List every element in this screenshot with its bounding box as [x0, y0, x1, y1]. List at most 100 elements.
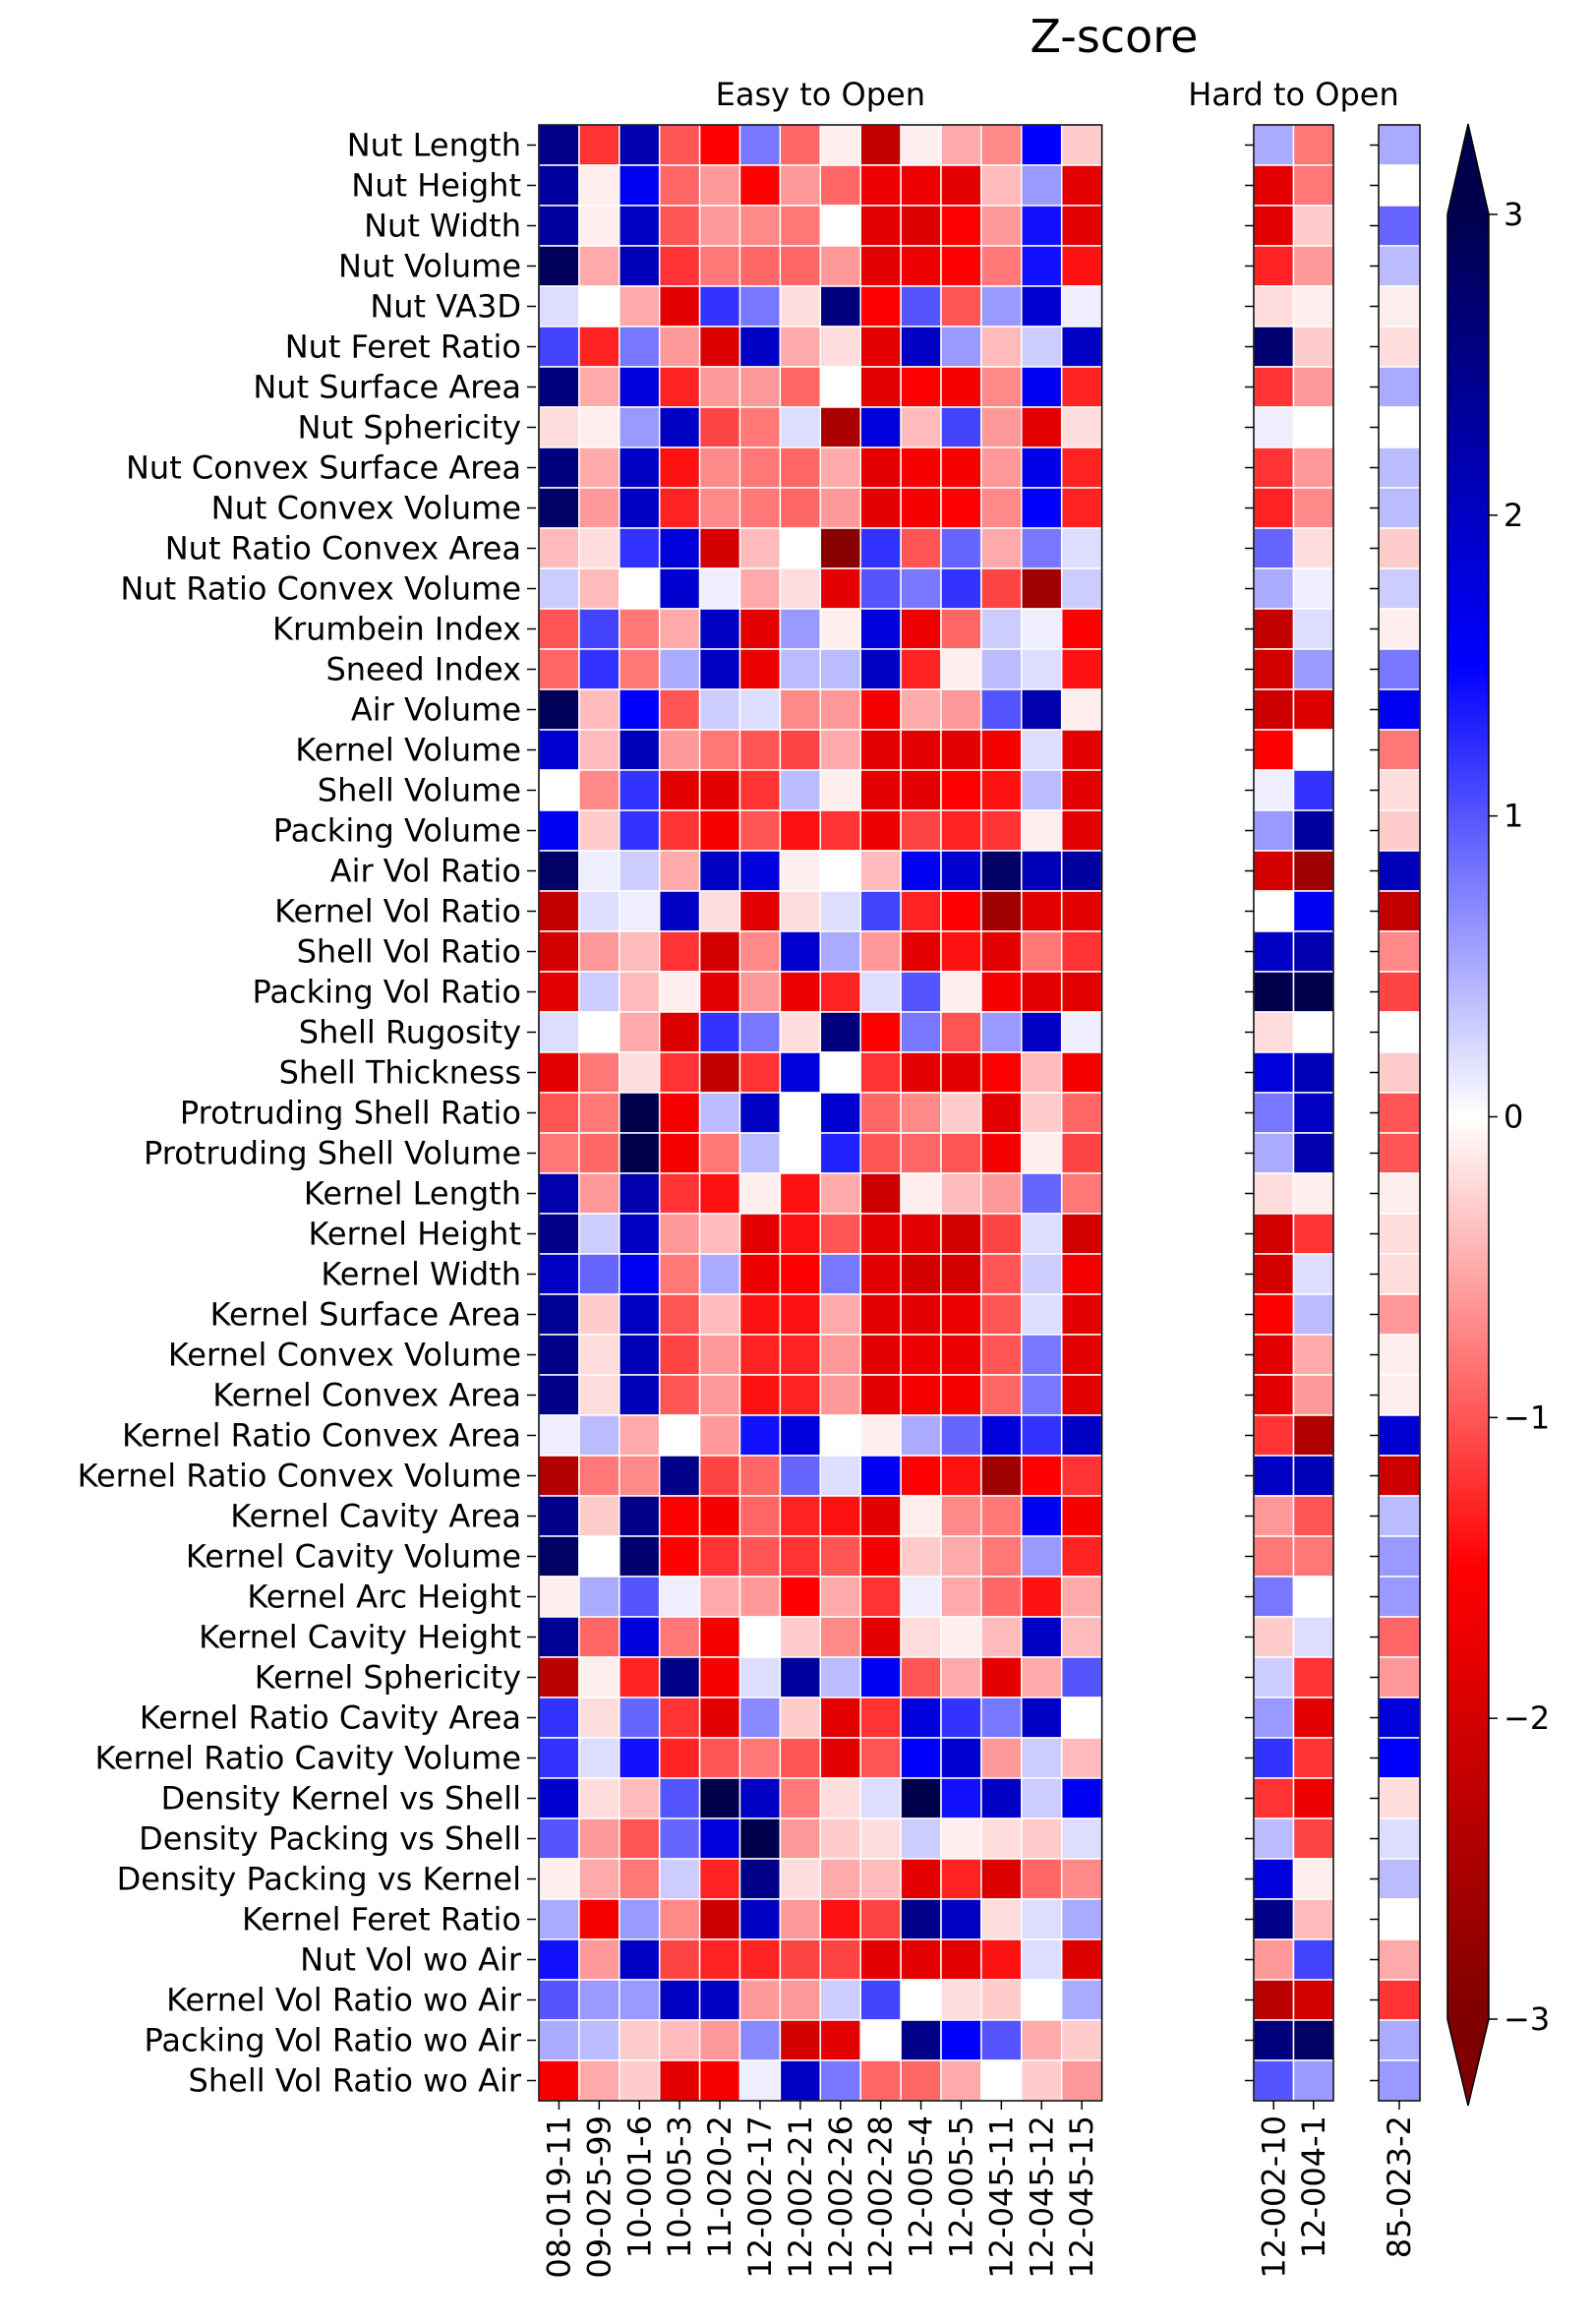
heatmap-cell: Kernel Feret Ratio / 12-045-15: 0.5 — [1060, 1898, 1103, 1940]
heatmap-cell: Density Kernel vs Shell / 12-045-12: 0.3 — [1021, 1777, 1063, 1819]
heatmap-cell: Sneed Index / 12-005-4: -1.3 — [900, 648, 942, 690]
heatmap-cell: Kernel Arc Height / 10-001-6: 1 — [619, 1576, 661, 1618]
heatmap-cell: Kernel Feret Ratio / 12-002-17: 2 — [738, 1898, 782, 1940]
heatmap-cell: Kernel Vol Ratio / 12-002-10: 0 — [1253, 890, 1295, 932]
heatmap-cell: Kernel Ratio Cavity Area / 08-019-11: 1.… — [538, 1697, 580, 1739]
heatmap-cell: Kernel Cavity Area / 08-019-11: 2.5 — [538, 1495, 580, 1537]
heatmap-cell: Nut Convex Surface Area / 12-002-10: -1.… — [1253, 447, 1295, 489]
heatmap-cell: Kernel Vol Ratio wo Air / 12-045-11: -0.… — [980, 1979, 1023, 2021]
heatmap-cell: Kernel Length / 08-019-11: 2.2 — [538, 1172, 580, 1215]
heatmap-cell: Nut Height / 12-002-17: -1.5 — [738, 164, 782, 207]
heatmap-cell: Density Packing vs Kernel / 10-005-3: 0.… — [658, 1858, 701, 1900]
heatmap-cell: Kernel Arc Height / 12-002-10: 0.8 — [1253, 1576, 1295, 1618]
heatmap-cell: Kernel Height / 12-005-5: -2 — [940, 1213, 982, 1255]
heatmap-cell: Kernel Feret Ratio / 08-019-11: 0.5 — [538, 1898, 580, 1940]
heatmap-cell: Kernel Cavity Height / 85-023-2: -0.9 — [1378, 1616, 1421, 1658]
heatmap-cell: Nut Ratio Convex Area / 10-005-3: 1.8 — [658, 527, 701, 569]
heatmap-cell: Kernel Cavity Height / 12-002-10: -0.3 — [1253, 1616, 1295, 1658]
heatmap-cell: Kernel Height / 85-023-2: -0.2 — [1378, 1213, 1421, 1255]
heatmap-cell: Kernel Ratio Cavity Volume / 12-045-11: … — [980, 1737, 1023, 1779]
heatmap-cell: Nut Surface Area / 08-019-11: 2.6 — [538, 366, 580, 408]
heatmap-cell: Density Packing vs Kernel / 11-020-2: -1… — [698, 1858, 741, 1900]
heatmap-cell: Nut Vol wo Air / 12-002-26: -1.1 — [819, 1938, 861, 1981]
heatmap-cell: Shell Vol Ratio wo Air / 12-005-5: -0.5 — [940, 2059, 982, 2102]
heatmap-cell: Shell Vol Ratio wo Air / 12-045-15: -0.6 — [1060, 2059, 1103, 2102]
heatmap-cell: Nut Height / 08-019-11: 2.3 — [538, 164, 580, 207]
heatmap-cell: Kernel Ratio Convex Volume / 85-023-2: -… — [1378, 1455, 1421, 1497]
heatmap-cell: Kernel Cavity Volume / 12-045-12: 0.6 — [1021, 1535, 1063, 1578]
heatmap-cell: Density Packing vs Kernel / 09-025-99: -… — [578, 1858, 620, 1900]
panel-reference-2: Nut Length / 85-023-2: 0.5Nut Height / 8… — [1370, 124, 1421, 2258]
heatmap-cell: Shell Thickness / 12-005-4: -1.8 — [900, 1051, 942, 1094]
heatmap-cell: Kernel Cavity Height / 12-005-5: -0.1 — [940, 1616, 982, 1658]
heatmap-cell: Kernel Ratio Cavity Volume / 11-020-2: -… — [698, 1737, 741, 1779]
heatmap-cell: Kernel Ratio Convex Area / 12-045-15: 2 — [1060, 1414, 1103, 1457]
heatmap-cell: Kernel Ratio Convex Volume / 12-005-4: -… — [900, 1455, 942, 1497]
heatmap-cell: Nut Volume / 09-025-99: -0.5 — [578, 245, 620, 287]
heatmap-cell: Krumbein Index / 12-002-28: 1.8 — [859, 608, 902, 650]
heatmap-cell: Nut Volume / 12-002-26: -0.6 — [819, 245, 861, 287]
heatmap-cell: Kernel Sphericity / 12-002-21: 2.3 — [779, 1656, 822, 1698]
heatmap-cell: Nut Convex Volume / 12-002-28: -1.8 — [859, 487, 902, 529]
heatmap-cell: Kernel Length / 12-045-11: -0.6 — [980, 1172, 1023, 1215]
heatmap-cell: Nut Length / 10-005-3: -1 — [658, 124, 701, 166]
row-label-kernel-ratio-convex-volume: Kernel Ratio Convex Volume — [78, 1458, 521, 1495]
heatmap-cell: Nut VA3D / 12-045-15: 0.1 — [1060, 285, 1103, 328]
heatmap-cell: Kernel Ratio Convex Area / 85-023-2: 1.9 — [1378, 1414, 1421, 1457]
heatmap-cell: Density Kernel vs Shell / 12-045-15: 1.6 — [1060, 1777, 1103, 1819]
heatmap-cell: Krumbein Index / 11-020-2: 2 — [698, 608, 741, 650]
heatmap-cell: Packing Vol Ratio wo Air / 12-005-4: 2.5 — [900, 2019, 942, 2061]
heatmap-cell: Nut Ratio Convex Volume / 12-002-26: -1.… — [819, 567, 861, 610]
heatmap-cell: Kernel Arc Height / 12-045-15: -0.5 — [1060, 1576, 1103, 1618]
heatmap-cell: Air Vol Ratio / 12-045-11: 2.8 — [980, 850, 1023, 892]
heatmap-cell: Kernel Sphericity / 12-002-28: 1.6 — [859, 1656, 902, 1698]
heatmap-cell: Kernel Arc Height / 12-002-17: -0.6 — [738, 1576, 782, 1618]
heatmap-cell: Kernel Cavity Height / 10-005-3: -0.8 — [658, 1616, 701, 1658]
heatmap-cell: Kernel Ratio Cavity Area / 12-045-15: 0 — [1060, 1697, 1103, 1739]
heatmap-cell: Nut Ratio Convex Volume / 08-019-11: 0.3 — [538, 567, 580, 610]
heatmap-cell: Nut Convex Volume / 12-005-5: -1.5 — [940, 487, 982, 529]
heatmap-cell: Nut Sphericity / 85-023-2: 0 — [1378, 406, 1421, 448]
heatmap-cell: Nut Sphericity / 12-002-28: 1.8 — [859, 406, 902, 448]
heatmap-cell: Nut Surface Area / 12-045-11: -0.7 — [980, 366, 1023, 408]
heatmap-cell: Kernel Feret Ratio / 85-023-2: 0 — [1378, 1898, 1421, 1940]
heatmap-cell: Nut Sphericity / 12-005-5: 1.1 — [940, 406, 982, 448]
heatmap-cell: Kernel Width / 12-005-5: -2 — [940, 1253, 982, 1295]
heatmap-cell: Density Packing vs Kernel / 12-004-1: -0… — [1292, 1858, 1334, 1900]
heatmap-cell: Kernel Ratio Convex Volume / 08-019-11: … — [538, 1455, 580, 1497]
row-label-nut-va3d: Nut VA3D — [370, 288, 521, 326]
row-label-shell-thickness: Shell Thickness — [279, 1054, 521, 1092]
heatmap-cell: Nut Height / 10-005-3: -0.9 — [658, 164, 701, 207]
heatmap-cell: Nut Convex Surface Area / 12-002-26: -0.… — [819, 447, 861, 489]
heatmap-cell: Kernel Sphericity / 12-045-12: -0.5 — [1021, 1656, 1063, 1698]
heatmap-cell: Kernel Cavity Area / 12-005-4: -0.1 — [900, 1495, 942, 1537]
heatmap-cell: Kernel Width / 10-001-6: 1.6 — [619, 1253, 661, 1295]
heatmap-cell: Kernel Volume / 12-002-17: -1 — [738, 729, 782, 771]
heatmap-cell: Nut Height / 09-025-99: -0.1 — [578, 164, 620, 207]
heatmap-cell: Nut Surface Area / 12-002-26: 0 — [819, 366, 861, 408]
colorbar-tick-label: −2 — [1504, 1699, 1550, 1737]
heatmap-cell: Shell Volume / 12-045-11: -1.4 — [980, 769, 1023, 811]
heatmap-cell: Nut Volume / 85-023-2: 0.4 — [1378, 245, 1421, 287]
heatmap-cell: Kernel Vol Ratio wo Air / 12-004-1: -2 — [1292, 1979, 1334, 2021]
heatmap-cell: Kernel Vol Ratio / 12-005-5: -1.5 — [940, 890, 982, 932]
heatmap-cell: Kernel Surface Area / 12-004-1: 0.4 — [1292, 1293, 1334, 1336]
heatmap-cell: Kernel Arc Height / 12-045-11: -0.9 — [980, 1576, 1023, 1618]
heatmap-cell: Packing Vol Ratio wo Air / 12-045-15: -0… — [1060, 2019, 1103, 2061]
heatmap-cell: Packing Vol Ratio / 10-001-6: -0.4 — [619, 971, 661, 1013]
heatmap-cell: Nut Height / 12-005-5: -1.8 — [940, 164, 982, 207]
heatmap-cell: Density Packing vs Kernel / 12-002-28: -… — [859, 1858, 902, 1900]
heatmap-cell: Kernel Ratio Convex Area / 12-002-26: 0 — [819, 1414, 861, 1457]
heatmap-cell: Krumbein Index / 12-005-4: -1.7 — [900, 608, 942, 650]
heatmap-cell: Sneed Index / 85-023-2: 0.8 — [1378, 648, 1421, 690]
heatmap-cell: Kernel Ratio Cavity Area / 11-020-2: -1.… — [698, 1697, 741, 1739]
heatmap-cell: Nut Length / 12-002-26: -0.1 — [819, 124, 861, 166]
heatmap-cell: Shell Volume / 10-001-6: 1.2 — [619, 769, 661, 811]
heatmap-cell: Nut Length / 12-005-4: -0.1 — [900, 124, 942, 166]
heatmap-cell: Nut VA3D / 08-019-11: 0.2 — [538, 285, 580, 328]
heatmap-cell: Nut Length / 08-019-11: 2.5 — [538, 124, 580, 166]
heatmap-cell: Kernel Convex Area / 10-005-3: -1 — [658, 1374, 701, 1416]
heatmap-cell: Kernel Height / 10-001-6: 2 — [619, 1213, 661, 1255]
heatmap-cell: Kernel Convex Area / 12-045-15: -1.8 — [1060, 1374, 1103, 1416]
